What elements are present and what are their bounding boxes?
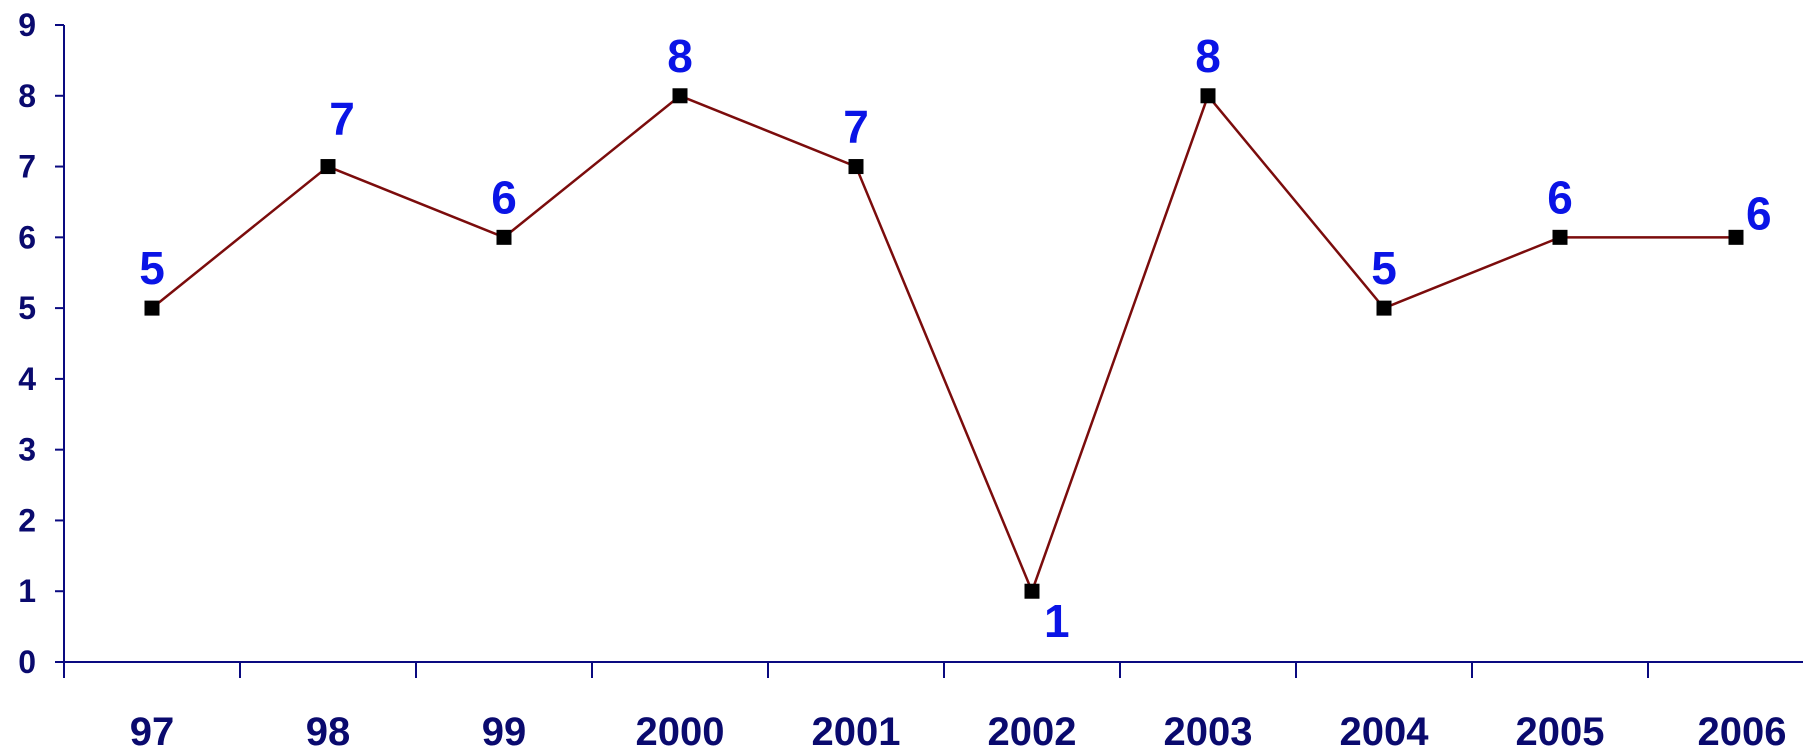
data-label: 5 bbox=[1371, 242, 1397, 294]
y-tick-label: 5 bbox=[18, 290, 36, 326]
data-point-marker bbox=[1200, 88, 1216, 104]
data-point-marker bbox=[848, 159, 864, 175]
x-tick-label: 98 bbox=[306, 710, 351, 750]
data-label: 8 bbox=[667, 30, 693, 82]
data-point-marker bbox=[1552, 229, 1568, 245]
data-label: 6 bbox=[491, 171, 517, 223]
data-label: 7 bbox=[843, 101, 869, 153]
y-tick-label: 9 bbox=[18, 7, 36, 43]
y-tick-label: 6 bbox=[18, 219, 36, 255]
x-tick-label: 97 bbox=[130, 710, 175, 750]
data-point-marker bbox=[144, 300, 160, 316]
data-label: 6 bbox=[1547, 171, 1573, 223]
data-point-marker bbox=[496, 229, 512, 245]
data-label: 6 bbox=[1746, 187, 1772, 239]
data-label: 1 bbox=[1044, 595, 1070, 647]
y-tick-label: 7 bbox=[18, 149, 36, 185]
y-tick-label: 8 bbox=[18, 78, 36, 114]
data-labels: 5 7 6 8 7 1 8 5 6 6 bbox=[139, 30, 1771, 647]
y-tick-label: 3 bbox=[18, 432, 36, 468]
y-tick-label: 1 bbox=[18, 573, 36, 609]
data-point-marker bbox=[320, 159, 336, 175]
x-tick-label: 2002 bbox=[988, 710, 1077, 750]
data-point-marker bbox=[1024, 583, 1040, 599]
series-line bbox=[151, 93, 1736, 595]
x-tick-label: 2000 bbox=[636, 710, 725, 750]
data-label: 5 bbox=[139, 242, 165, 294]
data-point-marker bbox=[1728, 229, 1744, 245]
data-point-marker bbox=[1376, 300, 1392, 316]
y-tick-label: 4 bbox=[18, 361, 36, 397]
data-point-marker bbox=[672, 88, 688, 104]
x-tick-label: 2006 bbox=[1698, 710, 1787, 750]
data-label: 7 bbox=[329, 93, 355, 145]
x-tick-label: 2005 bbox=[1516, 710, 1605, 750]
x-axis: 97 98 99 2000 2001 2002 2003 2004 2005 2006 bbox=[63, 661, 1803, 750]
x-tick-label: 2001 bbox=[812, 710, 901, 750]
y-tick-label: 0 bbox=[18, 644, 36, 680]
x-tick-label: 2003 bbox=[1164, 710, 1253, 750]
y-axis: 0 1 2 3 4 5 6 7 8 9 bbox=[18, 7, 65, 680]
x-tick-label: 2004 bbox=[1340, 710, 1430, 750]
data-label: 8 bbox=[1195, 30, 1221, 82]
y-tick-label: 2 bbox=[18, 502, 36, 538]
x-tick-label: 99 bbox=[482, 710, 527, 750]
data-series bbox=[144, 88, 1744, 599]
